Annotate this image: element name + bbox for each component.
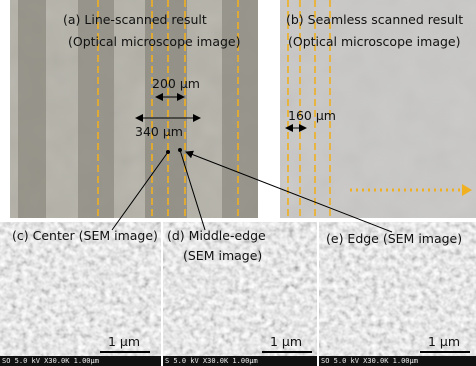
scale-label: 200 μm [152, 76, 200, 91]
scale-bar-label: 1 μm [428, 334, 460, 349]
scale-bar-label: 1 μm [108, 334, 140, 349]
panel-b: (b) Seamless scanned result (Optical mic… [280, 0, 476, 218]
panel-c-title: (c) Center (SEM image) [12, 228, 158, 243]
panel-b-title: (b) Seamless scanned result [286, 12, 463, 27]
panel-d-subtitle: (SEM image) [183, 248, 262, 263]
sem-footer: SO 5.0 kV X30.0K 1.00μm [2, 357, 99, 365]
sem-footer: S 5.0 kV X30.0K 1.00μm [165, 357, 258, 365]
figure: (a) Line-scanned result (Optical microsc… [0, 0, 476, 366]
scale-label: 160 μm [288, 108, 336, 123]
scale-label: 340 μm [135, 124, 183, 139]
panel-d: (d) Middle-edge (SEM image) 1 μm S 5.0 k… [163, 222, 317, 366]
panel-b-subtitle: (Optical microscope image) [288, 34, 460, 49]
panel-e: (e) Edge (SEM image) 1 μm SO 5.0 kV X30.… [319, 222, 476, 366]
panel-d-title: (d) Middle-edge [167, 228, 266, 243]
panel-a-title: (a) Line-scanned result [63, 12, 207, 27]
panel-a: (a) Line-scanned result (Optical microsc… [10, 0, 258, 218]
panel-c: (c) Center (SEM image) 1 μm SO 5.0 kV X3… [0, 222, 161, 366]
scale-bar-label: 1 μm [270, 334, 302, 349]
panel-e-title: (e) Edge (SEM image) [326, 231, 462, 246]
page: (a) Line-scanned result (Optical microsc… [0, 0, 476, 366]
panel-a-subtitle: (Optical microscope image) [68, 34, 240, 49]
sem-footer: SO 5.0 kV X30.0K 1.00μm [321, 357, 418, 365]
